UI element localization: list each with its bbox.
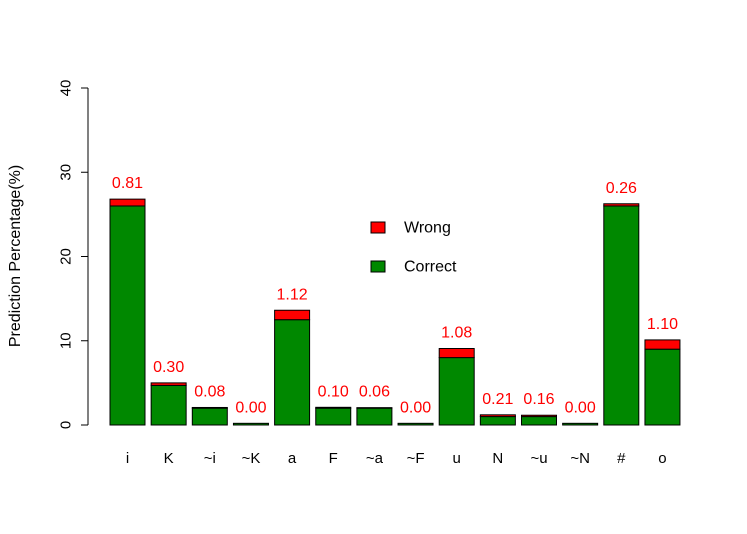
y-axis-label: Prediction Percentage(%)	[7, 165, 24, 347]
y-tick-label: 0	[58, 421, 75, 429]
bar-value-label: 0.21	[482, 391, 513, 408]
bar-value-label: 0.10	[318, 383, 349, 400]
y-tick-label: 20	[58, 248, 75, 265]
legend-label: Correct	[404, 259, 457, 276]
legend-swatch	[370, 221, 386, 234]
bar-wrong	[150, 382, 187, 386]
category-label: ~i	[204, 450, 216, 467]
category-label: F	[329, 450, 338, 467]
category-labels: i K ~i ~K a F ~a ~F u N ~u ~N # o	[126, 450, 667, 467]
category-label: ~K	[242, 450, 261, 467]
category-label: K	[164, 450, 174, 467]
category-label: #	[617, 450, 626, 467]
bar-correct	[603, 205, 640, 426]
y-tick-label: 40	[58, 80, 75, 97]
category-label: u	[453, 450, 461, 467]
data-labels: 0.81 0.30 0.08 0.00 1.12 0.10 0.06 0.00 1.08 0.21…	[112, 175, 678, 416]
bar-value-label: 0.16	[523, 391, 554, 408]
bar-wrong	[356, 407, 393, 409]
bar-value-label: 0.26	[606, 180, 637, 197]
legend-label: Wrong	[404, 220, 451, 237]
category-label: o	[658, 450, 666, 467]
bar-correct	[521, 416, 557, 426]
bar-value-label: 0.06	[359, 384, 390, 401]
y-tick-label: 30	[58, 164, 75, 181]
bar-value-label: 1.12	[277, 286, 308, 303]
legend-swatch	[370, 260, 386, 273]
bars	[109, 198, 681, 426]
bar-value-label: 1.10	[647, 316, 678, 333]
bar-wrong	[479, 414, 516, 418]
category-label: ~u	[530, 450, 547, 467]
bar-wrong	[109, 198, 146, 207]
category-label: N	[492, 450, 503, 467]
bar-correct	[644, 348, 681, 426]
bar-value-label: 1.08	[441, 325, 472, 342]
bar-wrong	[644, 339, 681, 350]
bar-value-label: 0.30	[153, 359, 184, 376]
bar-wrong	[521, 414, 557, 418]
bar-wrong	[603, 203, 640, 207]
bar-value-label: 0.81	[112, 175, 143, 192]
category-label: a	[288, 450, 297, 467]
category-label: ~a	[366, 450, 384, 467]
bar-value-label: 0.00	[565, 399, 596, 416]
bar-value-label: 0.00	[400, 399, 431, 416]
bar-correct	[315, 407, 352, 426]
bar-correct	[438, 357, 475, 426]
bar-wrong	[274, 309, 311, 321]
bar-wrong	[315, 406, 352, 409]
bar-wrong	[438, 348, 475, 359]
bar-correct	[397, 422, 434, 426]
bar-correct	[479, 416, 516, 426]
bar-correct	[232, 422, 269, 426]
category-label: ~N	[570, 450, 590, 467]
bar-correct	[109, 205, 146, 426]
bar-correct	[356, 407, 393, 426]
bar-value-label: 0.00	[235, 399, 266, 416]
category-label: i	[126, 450, 129, 467]
y-tick-label: 10	[58, 332, 75, 349]
y-axis: 0 10 20 30 40	[58, 80, 89, 429]
bar-correct	[150, 384, 187, 426]
bar-correct	[191, 407, 228, 426]
bar-correct	[274, 319, 311, 426]
category-label: ~F	[407, 450, 425, 467]
legend: Wrong Correct	[370, 220, 457, 276]
bar-correct	[562, 422, 599, 426]
bar-wrong	[191, 406, 228, 409]
bar-value-label: 0.08	[194, 383, 225, 400]
